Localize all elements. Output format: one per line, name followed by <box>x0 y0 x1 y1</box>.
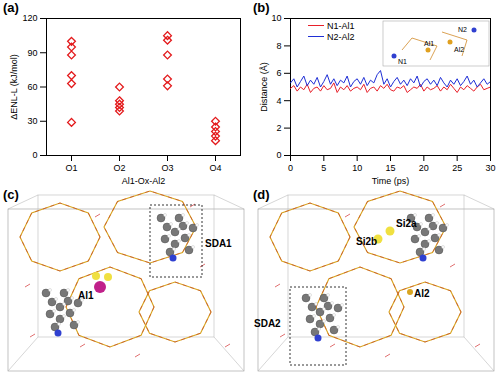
svg-text:N2: N2 <box>458 26 467 33</box>
svg-text:60: 60 <box>27 82 37 92</box>
svg-text:N1: N1 <box>398 58 407 65</box>
svg-text:30: 30 <box>485 163 495 173</box>
svg-text:Al1-Ox-Al2: Al1-Ox-Al2 <box>122 176 166 186</box>
svg-text:SDA1: SDA1 <box>205 238 232 249</box>
svg-text:0: 0 <box>276 150 281 160</box>
svg-text:120: 120 <box>22 13 37 23</box>
svg-text:Al1: Al1 <box>78 290 94 301</box>
svg-text:15: 15 <box>385 163 395 173</box>
svg-text:8: 8 <box>276 41 281 51</box>
svg-text:Distance (Å): Distance (Å) <box>259 62 269 112</box>
svg-text:4: 4 <box>276 96 281 106</box>
svg-text:Al2: Al2 <box>414 288 430 299</box>
svg-text:25: 25 <box>452 163 462 173</box>
svg-text:0: 0 <box>32 150 37 160</box>
svg-text:10: 10 <box>352 163 362 173</box>
html-text:N2-Al2: N2-Al2 <box>327 31 355 42</box>
svg-text:O1: O1 <box>65 163 77 173</box>
svg-text:2: 2 <box>276 123 281 133</box>
svg-text:Al2: Al2 <box>454 46 464 53</box>
html-text:(c): (c) <box>3 187 19 202</box>
svg-text:6: 6 <box>276 68 281 78</box>
svg-text:Si2a: Si2a <box>396 218 417 229</box>
html-text:(d): (d) <box>253 187 270 202</box>
svg-text:0: 0 <box>288 163 293 173</box>
svg-text:5: 5 <box>321 163 326 173</box>
svg-text:O3: O3 <box>161 163 173 173</box>
svg-text:Time (ps): Time (ps) <box>372 176 410 186</box>
svg-text:O2: O2 <box>113 163 125 173</box>
html-text:(b): (b) <box>253 0 270 15</box>
svg-text:SDA2: SDA2 <box>254 318 281 329</box>
svg-text:ΔENL-L (kJ/mol): ΔENL-L (kJ/mol) <box>9 54 19 120</box>
svg-text:Al1: Al1 <box>424 40 434 47</box>
svg-text:10: 10 <box>271 13 281 23</box>
svg-text:O4: O4 <box>209 163 221 173</box>
svg-text:20: 20 <box>419 163 429 173</box>
html-text:N1-Al1: N1-Al1 <box>327 20 355 31</box>
html-text:(a): (a) <box>3 0 19 15</box>
svg-text:30: 30 <box>27 116 37 126</box>
svg-text:90: 90 <box>27 48 37 58</box>
svg-text:Si2b: Si2b <box>356 236 377 247</box>
